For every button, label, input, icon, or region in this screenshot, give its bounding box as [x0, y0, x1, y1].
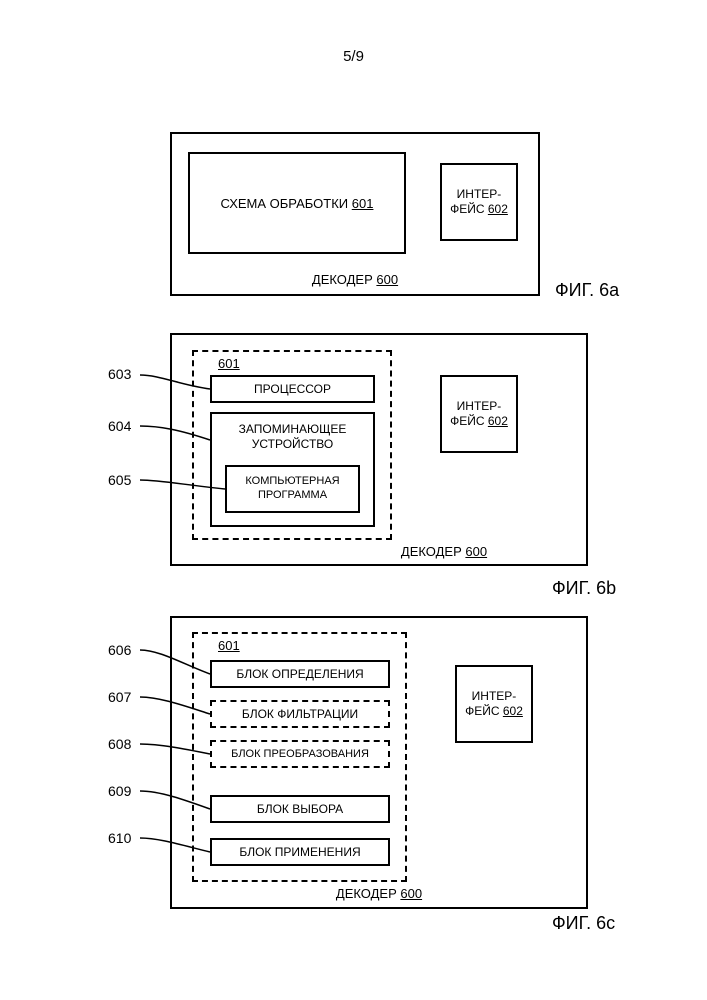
fig-c-ref-610: 610 — [108, 830, 131, 846]
fig-c-leader-610 — [0, 0, 707, 1000]
